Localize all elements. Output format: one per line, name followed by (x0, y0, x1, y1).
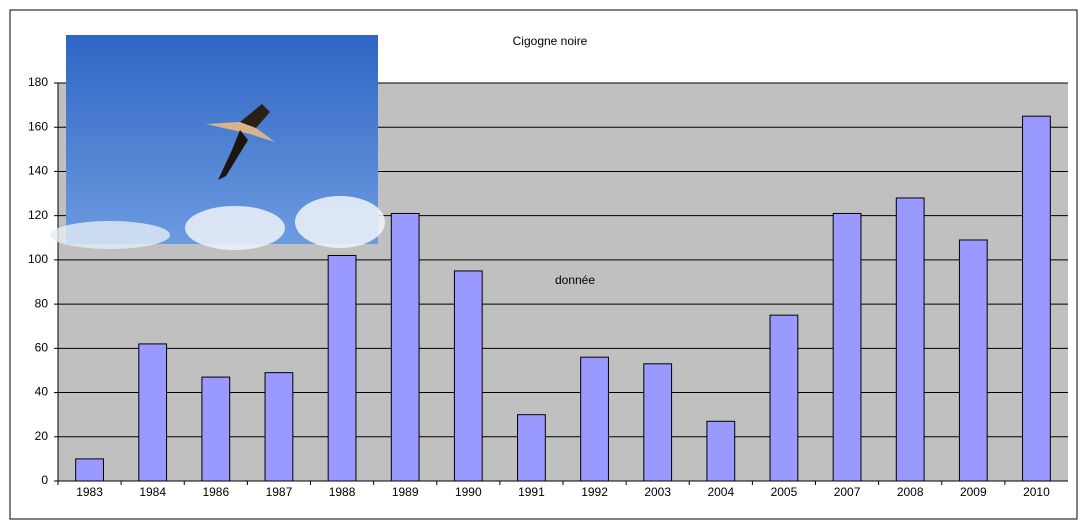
y-tick-label: 180 (28, 75, 48, 89)
x-tick-label: 2004 (707, 485, 734, 499)
y-tick-label: 20 (35, 429, 49, 443)
x-tick-label: 1983 (76, 485, 103, 499)
bar (454, 271, 482, 481)
x-tick-label: 2003 (644, 485, 671, 499)
x-tick-label: 2009 (960, 485, 987, 499)
y-tick-label: 120 (28, 208, 48, 222)
chart: 0 20 40 60 80 100 120 140 160 180 1983 1984 1986 1987… (0, 0, 1080, 525)
x-tick-label: 1991 (518, 485, 545, 499)
bar (1023, 116, 1051, 481)
bar (707, 421, 735, 481)
chart-title: Cigogne noire (513, 34, 588, 48)
bar (139, 344, 167, 481)
x-tick-label: 1990 (455, 485, 482, 499)
x-tick-label: 1988 (329, 485, 356, 499)
x-tick-label: 2005 (771, 485, 798, 499)
series-label: donnée (555, 273, 595, 287)
bar (265, 373, 293, 481)
y-tick-label: 80 (35, 296, 49, 310)
bar (391, 213, 419, 481)
y-tick-label: 160 (28, 119, 48, 133)
y-tick-label: 0 (41, 473, 48, 487)
x-tick-label: 1986 (202, 485, 229, 499)
bar (518, 415, 546, 481)
y-tick-label: 40 (35, 385, 49, 399)
x-tick-label: 2007 (834, 485, 861, 499)
x-tick-label: 1984 (139, 485, 166, 499)
bar (959, 240, 987, 481)
bar (833, 213, 861, 481)
x-tick-label: 1989 (392, 485, 419, 499)
bar (328, 255, 356, 481)
x-tick-label: 2010 (1023, 485, 1050, 499)
x-tick-label: 2008 (897, 485, 924, 499)
bar (896, 198, 924, 481)
y-tick-label: 60 (35, 341, 49, 355)
bar (202, 377, 230, 481)
bar (76, 459, 104, 481)
bar (770, 315, 798, 481)
x-tick-label: 1987 (266, 485, 293, 499)
photo (50, 35, 385, 250)
bar (644, 364, 672, 481)
y-tick-label: 140 (28, 164, 48, 178)
x-tick-label: 1992 (581, 485, 608, 499)
y-tick-label: 100 (28, 252, 48, 266)
bar (581, 357, 609, 481)
